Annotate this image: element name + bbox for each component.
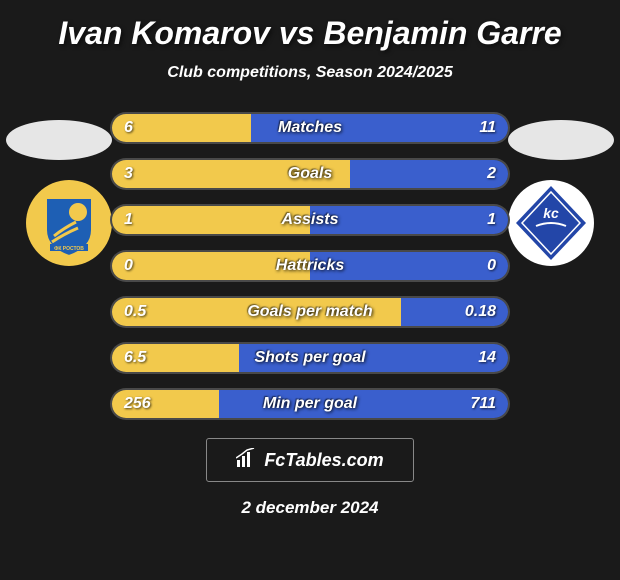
bar-right [350, 160, 508, 188]
stat-row: 0 0 Hattricks [110, 250, 510, 282]
value-right: 14 [478, 349, 496, 367]
date-text: 2 december 2024 [0, 498, 620, 518]
stat-label: Hattricks [276, 257, 344, 275]
stat-row: 3 2 Goals [110, 158, 510, 190]
svg-text:ФК РОСТОВ: ФК РОСТОВ [54, 246, 84, 252]
page-title: Ivan Komarov vs Benjamin Garre [0, 15, 620, 52]
svg-text:kc: kc [543, 205, 559, 221]
stat-row: 1 1 Assists [110, 204, 510, 236]
stat-label: Goals per match [247, 303, 372, 321]
footer-brand: FcTables.com [206, 438, 414, 482]
value-right: 1 [487, 211, 496, 229]
value-left: 1 [124, 211, 133, 229]
value-left: 6.5 [124, 349, 146, 367]
stat-row: 256 711 Min per goal [110, 388, 510, 420]
player-right-badge [508, 120, 614, 160]
stat-label: Goals [288, 165, 332, 183]
value-right: 0 [487, 257, 496, 275]
chart-icon [236, 448, 258, 473]
stat-rows: 611Matches32Goals11Assists00Hattricks0.5… [110, 112, 510, 420]
value-left: 0 [124, 257, 133, 275]
value-right: 2 [487, 165, 496, 183]
subtitle: Club competitions, Season 2024/2025 [0, 64, 620, 82]
value-left: 6 [124, 119, 133, 137]
bar-right [310, 206, 508, 234]
player-left-badge [6, 120, 112, 160]
club-logo-left: ФК РОСТОВ [26, 180, 112, 266]
stat-row: 0.5 0.18 Goals per match [110, 296, 510, 328]
value-right: 711 [470, 395, 496, 413]
stat-label: Min per goal [263, 395, 357, 413]
stat-label: Assists [282, 211, 339, 229]
chart-area: ФК РОСТОВ kc 611Matches32Goals11Assists0… [0, 112, 620, 420]
stat-row: 6.5 14 Shots per goal [110, 342, 510, 374]
krylia-logo-icon: kc [508, 180, 594, 266]
value-right: 11 [479, 119, 496, 137]
club-logo-right: kc [508, 180, 594, 266]
bar-left [112, 206, 310, 234]
stat-label: Shots per goal [254, 349, 365, 367]
stat-label: Matches [278, 119, 342, 137]
stat-row: 6 11 Matches [110, 112, 510, 144]
footer-brand-text: FcTables.com [264, 450, 383, 471]
value-left: 256 [124, 395, 151, 413]
comparison-infographic: Ivan Komarov vs Benjamin Garre Club comp… [0, 0, 620, 580]
value-left: 0.5 [124, 303, 146, 321]
rostov-logo-icon: ФК РОСТОВ [26, 180, 112, 266]
value-left: 3 [124, 165, 133, 183]
value-right: 0.18 [465, 303, 496, 321]
